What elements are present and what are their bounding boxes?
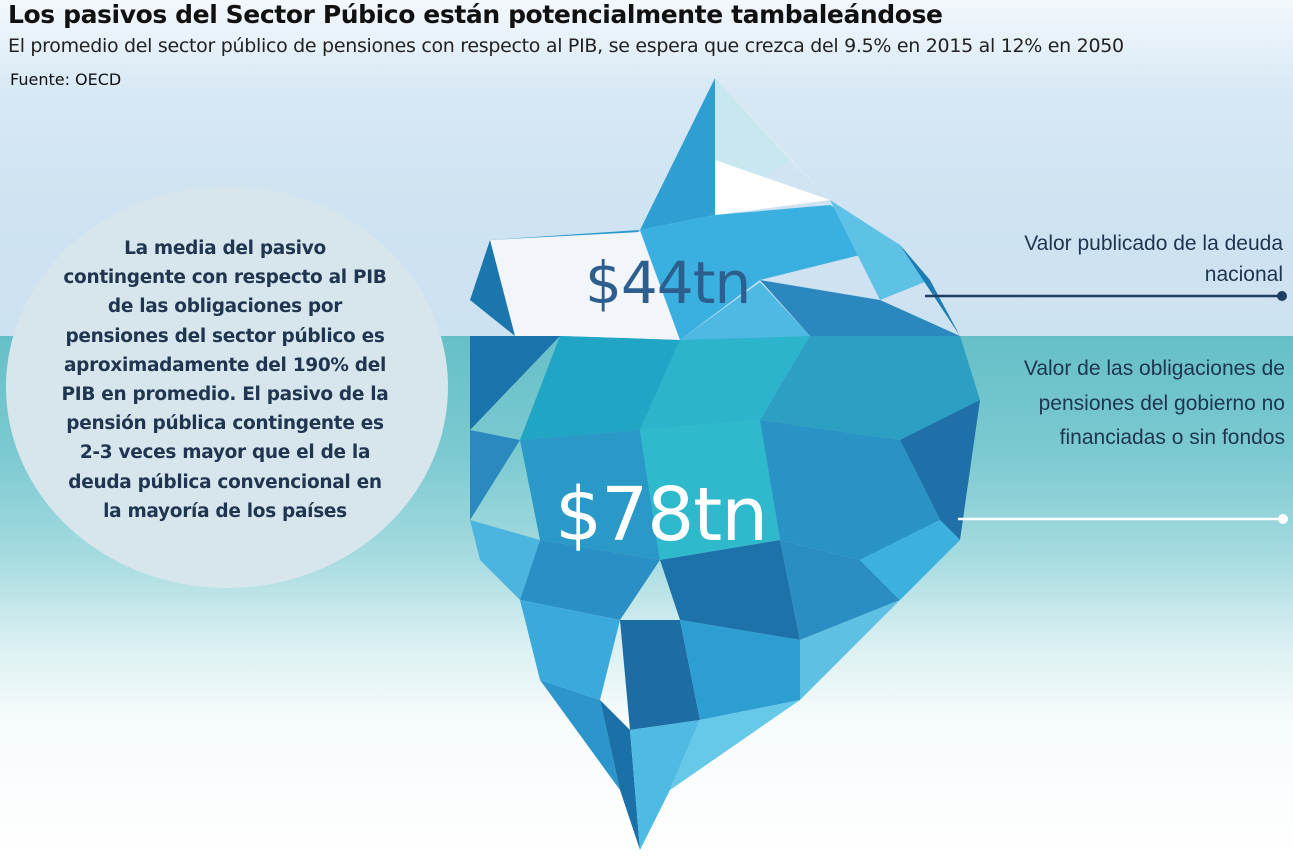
ice-facet [900, 245, 960, 336]
ice-facet [640, 336, 810, 430]
ice-facet [760, 420, 940, 560]
ice-facet [470, 240, 515, 336]
ice-facet [520, 336, 680, 440]
leader-dot-bottom [1278, 514, 1288, 524]
ice-facet [660, 540, 800, 640]
above-water-value: $44tn [585, 249, 751, 317]
ice-facet [670, 700, 800, 790]
ice-facet [490, 232, 680, 340]
ice-facet [620, 620, 700, 730]
ice-facet [680, 282, 810, 340]
source-note: Fuente: OECD [10, 70, 122, 89]
ice-facet [540, 680, 620, 790]
callout-text: La media del pasivo contingente con resp… [61, 238, 389, 522]
national-debt-label: Valor publicado de la deuda nacional [1024, 232, 1283, 286]
ice-facet [640, 420, 780, 560]
ice-facet [760, 336, 980, 440]
ice-facet [780, 540, 900, 640]
ice-facet [470, 520, 540, 600]
ice-facet [680, 620, 800, 720]
ice-facet [470, 430, 520, 520]
ice-facet [715, 160, 830, 215]
ice-facet [600, 700, 640, 850]
callout-circle [6, 186, 448, 588]
ice-facet [520, 430, 660, 560]
ice-facet [630, 720, 700, 850]
ice-facet [800, 600, 900, 700]
ice-facet [640, 205, 900, 340]
ice-facet [640, 78, 715, 230]
ice-facet [860, 520, 960, 600]
ice-facet [900, 400, 980, 540]
ice-facet [520, 600, 620, 700]
leader-dot-top [1277, 291, 1287, 301]
page-subtitle: El promedio del sector público de pensio… [8, 35, 1124, 57]
ice-facet [520, 540, 660, 620]
ice-facet [470, 336, 560, 430]
ice-facet [760, 280, 960, 336]
below-water-value: $78tn [555, 472, 768, 558]
ice-facet [830, 200, 930, 300]
pension-obligations-label: Valor de las obligaciones de pensiones d… [1023, 357, 1285, 449]
ice-facet [715, 78, 830, 200]
page-title: Los pasivos del Sector Púbico están pote… [8, 0, 943, 29]
